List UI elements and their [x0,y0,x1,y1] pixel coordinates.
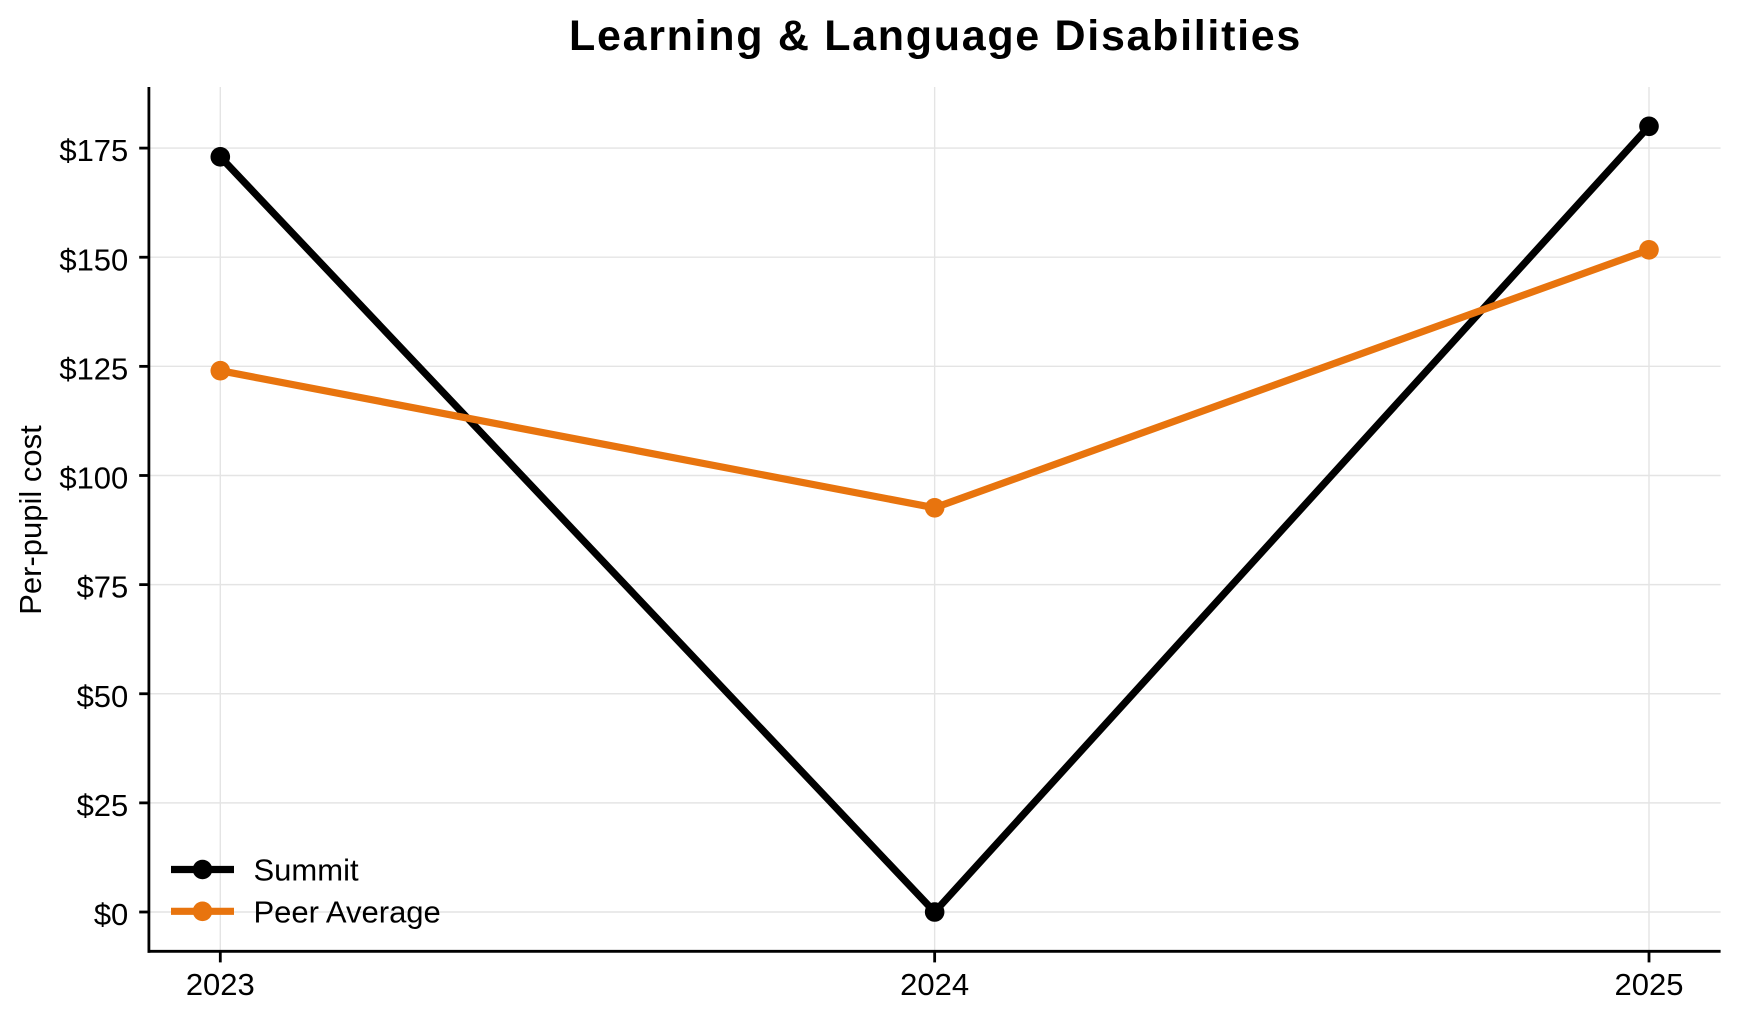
svg-text:$175: $175 [59,133,128,168]
svg-text:Summit: Summit [254,853,359,888]
svg-text:2025: 2025 [1615,967,1684,1002]
svg-text:$25: $25 [77,788,129,823]
svg-text:2024: 2024 [900,967,969,1002]
svg-text:$150: $150 [59,242,128,277]
svg-text:$50: $50 [77,679,129,714]
svg-text:$100: $100 [59,461,128,496]
svg-text:$75: $75 [77,570,129,605]
svg-text:Learning & Language Disabiliti: Learning & Language Disabilities [569,12,1302,60]
svg-text:Peer Average: Peer Average [254,894,441,929]
svg-text:Per-pupil cost: Per-pupil cost [13,425,48,615]
svg-text:2023: 2023 [186,967,255,1002]
svg-text:$125: $125 [59,352,128,387]
svg-text:$0: $0 [94,897,128,932]
